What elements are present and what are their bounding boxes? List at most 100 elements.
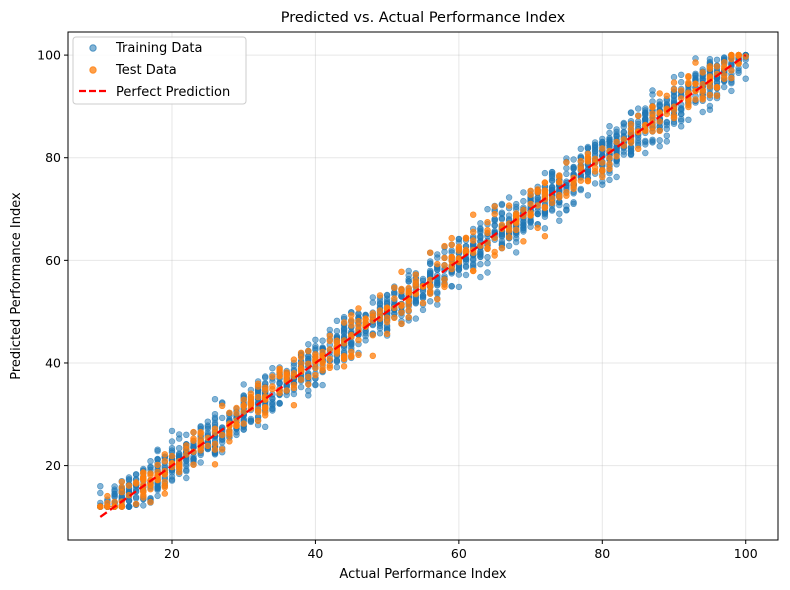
training-data-point (297, 383, 305, 391)
training-data-point (219, 439, 226, 446)
test-data-point (692, 96, 699, 103)
training-data-point (642, 141, 649, 148)
y-tick-label: 60 (45, 253, 61, 268)
training-data-point (448, 282, 455, 290)
training-data-point (312, 342, 319, 350)
test-data-point (556, 172, 563, 179)
test-data-point (376, 311, 384, 318)
test-data-point (505, 225, 513, 232)
test-data-point (240, 403, 247, 410)
test-data-point (161, 478, 169, 486)
test-data-point (534, 224, 541, 232)
test-data-point (254, 380, 262, 387)
training-data-point (599, 181, 606, 188)
training-data-point (498, 200, 506, 208)
training-data-point (168, 476, 176, 483)
training-data-point (111, 492, 118, 500)
test-data-point (599, 145, 606, 152)
training-data-point (305, 387, 312, 394)
test-data-point (692, 59, 699, 66)
training-data-point (577, 145, 584, 153)
training-data-point (599, 135, 606, 143)
test-data-point (254, 393, 262, 401)
test-data-point (541, 203, 549, 211)
test-data-point (297, 360, 305, 367)
test-data-point (140, 476, 147, 483)
test-data-point (685, 79, 692, 86)
training-data-point (606, 122, 613, 130)
test-data-point (104, 492, 111, 500)
test-data-point (391, 295, 398, 302)
training-data-point (376, 330, 384, 337)
training-data-point (147, 458, 154, 465)
training-data-point (556, 217, 563, 224)
test-data-point (125, 482, 133, 489)
training-data-point (183, 474, 190, 482)
x-tick-label: 60 (451, 546, 467, 561)
test-data-point (290, 402, 298, 409)
test-data-point (219, 402, 226, 409)
training-data-point (211, 411, 219, 418)
training-data-point (591, 142, 599, 149)
test-data-point (312, 364, 319, 371)
training-data-point (319, 381, 326, 389)
y-tick-label: 100 (37, 48, 61, 63)
training-data-point (649, 139, 656, 146)
test-data-point (419, 299, 427, 307)
test-data-point (591, 155, 599, 163)
training-data-point (484, 260, 491, 267)
training-data-point (211, 396, 219, 403)
training-data-point (563, 206, 570, 213)
test-data-point (326, 332, 333, 340)
training-data-point (634, 105, 642, 112)
x-tick-label: 100 (734, 546, 758, 561)
test-data-point (563, 192, 570, 199)
test-data-point (606, 154, 613, 162)
test-data-point (599, 173, 606, 181)
test-data-point (656, 118, 663, 125)
test-data-point (470, 211, 477, 218)
training-data-point (132, 495, 140, 502)
training-data-point (97, 483, 104, 490)
training-data-point (319, 337, 326, 344)
test-data-point (140, 469, 147, 476)
test-data-point (699, 69, 706, 76)
training-data-point (125, 497, 133, 504)
training-data-point (427, 269, 434, 276)
test-data-point (670, 112, 678, 120)
test-data-point (226, 409, 233, 416)
test-data-point (398, 320, 405, 327)
chart-title: Predicted vs. Actual Performance Index (281, 10, 566, 26)
test-data-point (290, 356, 298, 363)
training-data-point (434, 254, 441, 261)
test-data-point (541, 233, 549, 240)
training-data-point (613, 173, 620, 181)
training-data-point (620, 128, 627, 136)
test-data-point (649, 114, 656, 121)
test-data-point (735, 51, 742, 59)
training-data-point (276, 379, 283, 386)
test-data-point (97, 503, 104, 510)
legend-marker-test (89, 66, 97, 74)
test-data-point (692, 80, 699, 88)
training-data-point (663, 119, 670, 126)
training-data-point (584, 192, 592, 199)
test-data-point (656, 127, 663, 135)
training-data-point (434, 301, 441, 308)
training-data-point (520, 224, 527, 232)
test-data-point (484, 244, 491, 252)
test-data-point (642, 127, 649, 135)
training-data-point (312, 381, 319, 388)
training-data-point (369, 299, 376, 306)
training-data-point (541, 225, 549, 232)
legend-box (72, 36, 247, 105)
test-data-point (520, 238, 527, 245)
training-data-point (419, 306, 427, 314)
training-data-point (642, 112, 649, 119)
test-data-point (512, 226, 520, 234)
test-data-point (305, 381, 312, 388)
training-data-point (656, 137, 663, 144)
training-data-point (663, 138, 670, 145)
training-data-point (290, 362, 298, 369)
test-data-point (240, 408, 247, 415)
